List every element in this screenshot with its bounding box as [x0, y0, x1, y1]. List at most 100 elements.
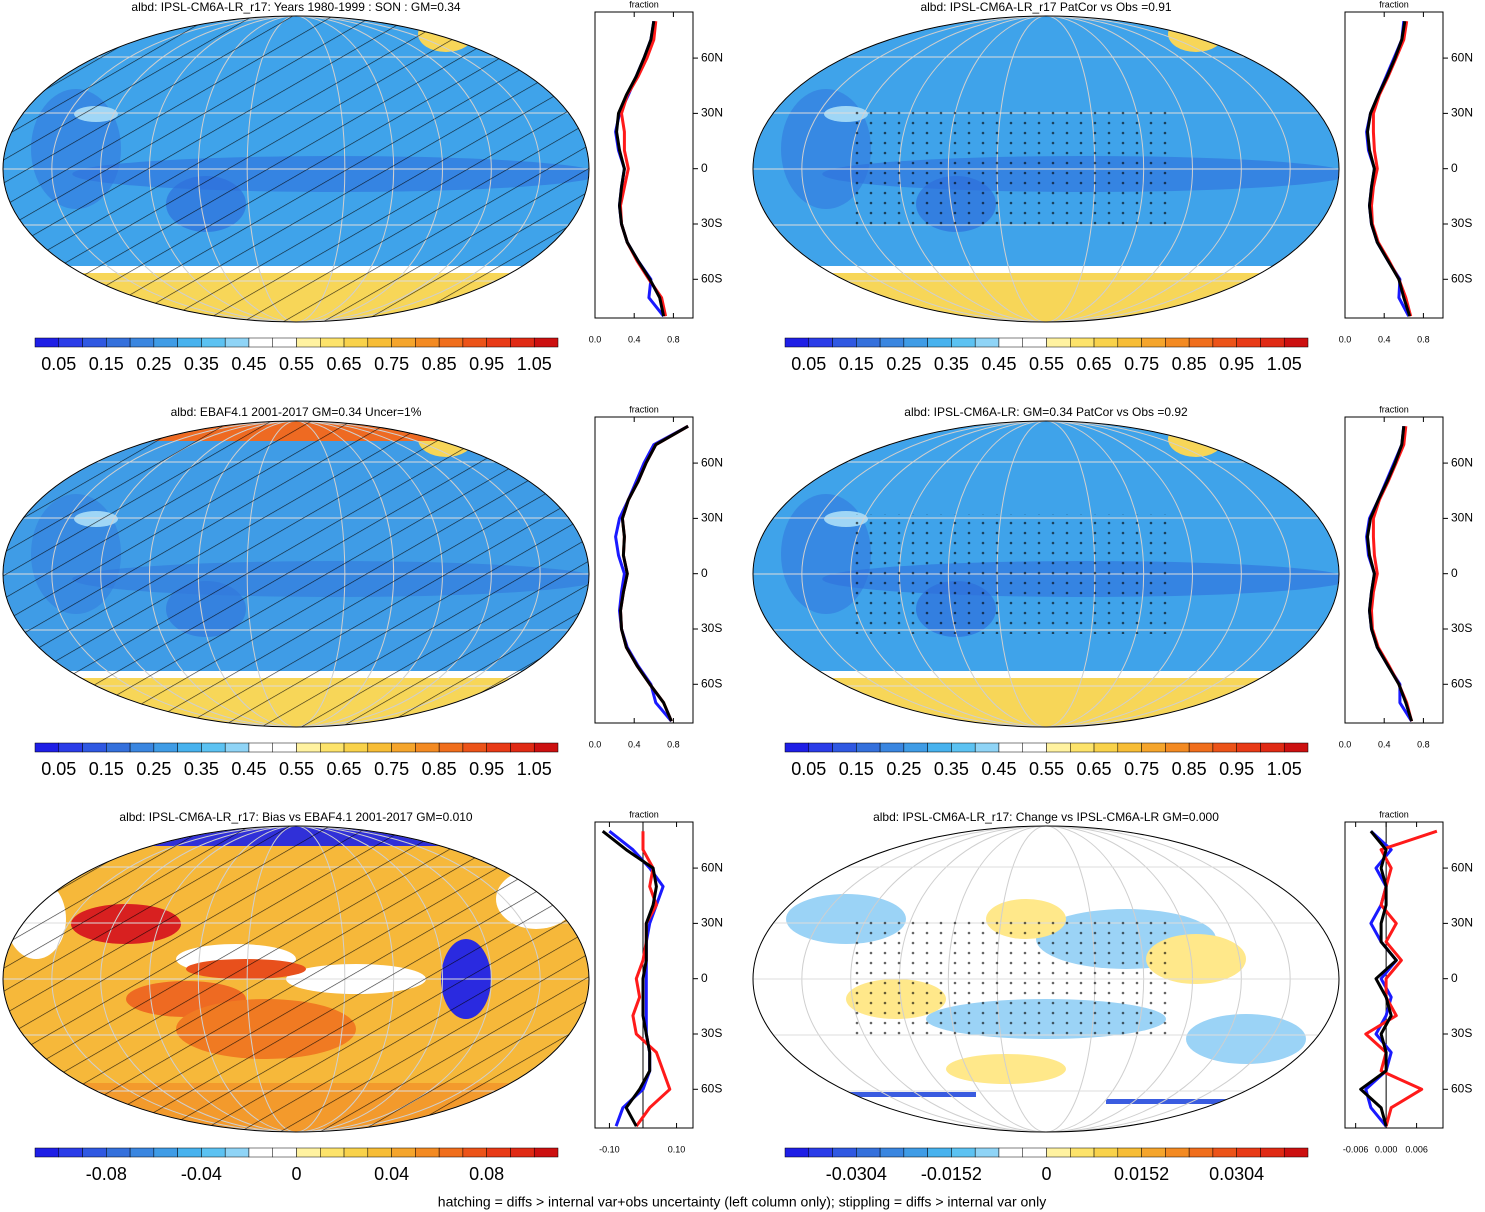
colorbar-box [224, 742, 250, 753]
colorbar-box [462, 337, 487, 348]
colorbar-box [998, 337, 1023, 348]
colorbar-label: 1.05 [517, 354, 552, 374]
x-tick-label: 0.4 [628, 739, 641, 749]
hatching [3, 421, 589, 727]
y-tick-label: 0 [1451, 161, 1458, 175]
x-tick-label: 0.8 [1417, 334, 1430, 344]
colorbar-label: 0.55 [1029, 759, 1064, 779]
colorbar-box [1260, 742, 1285, 753]
colorbar-box [856, 337, 881, 348]
map-title: albd: IPSL-CM6A-LR_r17: Change vs IPSL-C… [873, 810, 1219, 824]
colorbar-box [1046, 337, 1071, 348]
colorbar-box [272, 1147, 297, 1158]
colorbar-box [1093, 1147, 1119, 1158]
y-tick-label: 60S [1451, 1081, 1472, 1095]
map-border [2, 15, 590, 323]
x-tick-label: 0.8 [667, 334, 680, 344]
colorbar-label: 0.75 [374, 354, 409, 374]
x-tick-label: 0.10 [668, 1144, 686, 1154]
colorbar-box [832, 742, 857, 753]
colorbar-label: -0.0152 [921, 1164, 982, 1184]
colorbar-box [82, 337, 107, 348]
x-tick-label: 0.006 [1405, 1144, 1428, 1154]
map [752, 825, 1340, 1133]
colorbar-box [784, 337, 810, 348]
colorbar-box [903, 742, 928, 753]
sea-ice-edge [753, 266, 1339, 274]
colorbar-label: 0.35 [184, 354, 219, 374]
map-body [753, 421, 1339, 727]
colorbar-label: 0.05 [41, 354, 76, 374]
colorbar-label: 0.65 [327, 759, 362, 779]
colorbar-box [974, 742, 1000, 753]
map-title: albd: IPSL-CM6A-LR: GM=0.34 PatCor vs Ob… [904, 405, 1188, 419]
greenland [1168, 16, 1224, 52]
colorbar-box [1070, 1147, 1095, 1158]
colorbar-box [177, 337, 202, 348]
colorbar-label: 0.45 [231, 759, 266, 779]
hatching [3, 16, 589, 322]
x-tick-label: -0.006 [1343, 1144, 1369, 1154]
colorbar-box [82, 742, 107, 753]
map-body [753, 826, 1339, 1132]
colorbar-box [903, 337, 928, 348]
y-tick-label: 30S [1451, 216, 1472, 230]
colorbar-box [367, 1147, 392, 1158]
colorbar-label: 0.0152 [1114, 1164, 1169, 1184]
south-band [753, 273, 1339, 322]
y-tick-label: 0 [701, 161, 708, 175]
colorbar-box [296, 1147, 321, 1158]
colorbar-label: 0.95 [1219, 354, 1254, 374]
profile-line [1359, 830, 1398, 1127]
y-tick-label: 30N [1451, 511, 1473, 525]
y-tick-label: 30N [1451, 106, 1473, 120]
sea-ice-edge [753, 671, 1339, 679]
colorbar-box [272, 337, 297, 348]
colorbar-box [927, 742, 952, 753]
hatching [3, 826, 589, 1132]
colorbar-box [391, 1147, 416, 1158]
map-border [2, 420, 590, 728]
colorbar-box [1188, 1147, 1214, 1158]
colorbar-box [415, 1147, 440, 1158]
colorbar-box [34, 1147, 60, 1158]
x-tick-label: 0.8 [1417, 739, 1430, 749]
map-border [752, 15, 1340, 323]
profile-title: fraction [629, 809, 659, 819]
colorbar-box [129, 337, 155, 348]
colorbar-label: 0 [291, 1164, 301, 1184]
profile-title: fraction [1379, 0, 1409, 9]
colorbar-label: 0.95 [469, 759, 504, 779]
y-tick-label: 30N [1451, 916, 1473, 930]
map-title: albd: EBAF4.1 2001-2017 GM=0.34 Uncer=1% [171, 405, 422, 419]
x-tick-label: 0.0 [589, 334, 602, 344]
change-patch [1186, 1014, 1306, 1064]
map-border [752, 825, 1340, 1133]
colorbar-box [34, 742, 60, 753]
south-band [753, 678, 1339, 727]
colorbar-label: 1.05 [1267, 759, 1302, 779]
colorbar-box [1022, 1147, 1047, 1158]
colorbar-box [320, 742, 345, 753]
colorbar-label: 0.75 [1124, 354, 1159, 374]
greenland [1168, 421, 1224, 457]
colorbar-box [1260, 337, 1285, 348]
y-tick-label: 60N [701, 50, 723, 64]
colorbar-label: 0.85 [1172, 354, 1207, 374]
colorbar-box [1070, 337, 1095, 348]
colorbar-box [927, 337, 952, 348]
y-tick-label: 30N [701, 511, 723, 525]
profile-title: fraction [1379, 809, 1409, 819]
x-tick-label: 0.8 [667, 739, 680, 749]
colorbar-box [462, 1147, 487, 1158]
colorbar-label: 0.08 [469, 1164, 504, 1184]
stippling [846, 109, 1176, 229]
colorbar-box [533, 742, 559, 753]
colorbar-box [320, 337, 345, 348]
colorbar-box [415, 742, 440, 753]
colorbar-label: 0.25 [886, 354, 921, 374]
colorbar-box [486, 742, 511, 753]
colorbar-box [201, 742, 226, 753]
colorbar-box [415, 337, 440, 348]
